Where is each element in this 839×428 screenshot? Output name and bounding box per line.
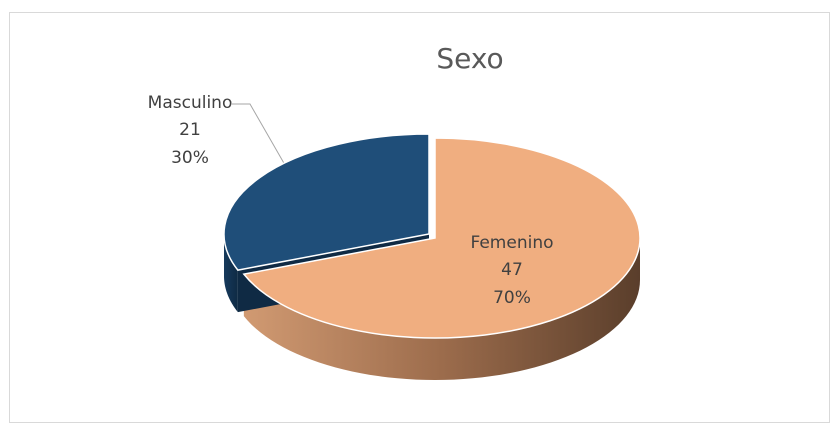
slice <box>242 137 641 339</box>
data-label-value: 21 <box>179 120 201 140</box>
slice-side <box>243 238 640 380</box>
data-label-percent: 30% <box>171 148 209 168</box>
data-label-value: 47 <box>501 260 523 280</box>
data-label-percent: 70% <box>493 288 531 308</box>
slice <box>223 133 430 271</box>
leader-line <box>232 103 286 166</box>
data-label-category: Femenino <box>471 233 554 253</box>
chart-title: Sexo <box>436 42 503 75</box>
data-label-category: Masculino <box>148 93 233 113</box>
